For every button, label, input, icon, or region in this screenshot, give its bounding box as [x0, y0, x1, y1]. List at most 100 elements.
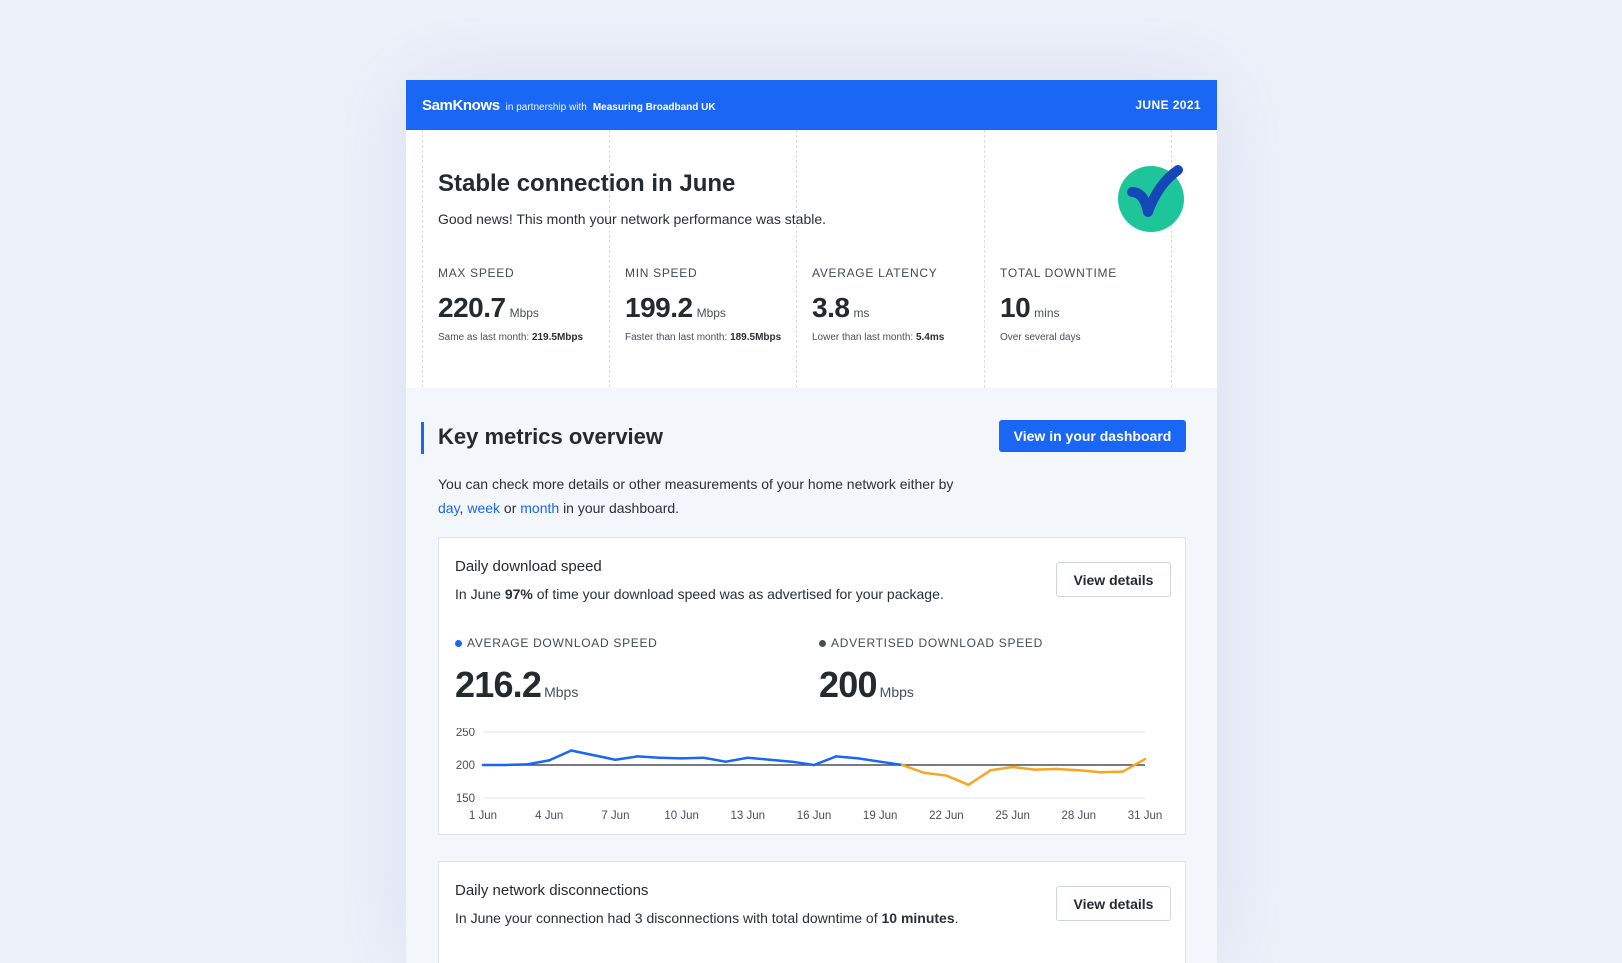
series-segment-average — [923, 771, 948, 777]
comma: , — [459, 500, 468, 516]
y-tick-label: 150 — [456, 793, 475, 805]
x-tick-label: 31 Jun — [1128, 810, 1163, 822]
week-link[interactable]: week — [467, 500, 501, 516]
card-title: Daily download speed — [455, 558, 602, 575]
metric-label: ADVERTISED DOWNLOAD SPEED — [831, 636, 1043, 650]
day-link[interactable]: day — [438, 500, 460, 516]
stat-unit: ms — [853, 306, 870, 320]
x-tick-label: 16 Jun — [797, 810, 832, 822]
stat-label: MIN SPEED — [625, 266, 698, 280]
stat-label: TOTAL DOWNTIME — [1000, 266, 1117, 280]
series-segment-average — [746, 756, 772, 761]
divider — [984, 130, 985, 388]
divider — [1171, 130, 1172, 388]
description-suffix: in your dashboard. — [563, 500, 680, 516]
stat-total-downtime: TOTAL DOWNTIME 10 mins Over several days — [1000, 266, 1170, 343]
stat-note: Same as last month: 219.5Mbps — [438, 332, 608, 343]
stat-value: 3.8 — [812, 292, 850, 323]
email-report: SamKnows in partnership with Measuring B… — [406, 80, 1217, 963]
x-tick-label: 22 Jun — [929, 810, 964, 822]
card-description-text: of time your download speed was as adver… — [532, 586, 944, 602]
stat-note-text: Lower than last month: — [812, 332, 916, 343]
series-segment-average — [1077, 769, 1103, 774]
page-subtitle: Good news! This month your network perfo… — [438, 211, 827, 227]
series-segment-average — [1033, 767, 1058, 771]
section-description: You can check more details or other meas… — [438, 472, 978, 520]
metric-value: 200 — [819, 664, 877, 705]
stat-note-text: Over several days — [1000, 332, 1081, 343]
view-dashboard-button[interactable]: View in your dashboard — [999, 420, 1186, 452]
divider — [609, 130, 610, 388]
average-download-metric: AVERAGE DOWNLOAD SPEED 216.2 Mbps — [455, 636, 658, 706]
series-segment-average — [1011, 765, 1036, 771]
email-header: SamKnows in partnership with Measuring B… — [406, 80, 1217, 130]
card-description-value: 97% — [504, 586, 533, 602]
y-tick-label: 200 — [456, 760, 475, 772]
x-tick-label: 19 Jun — [863, 810, 898, 822]
series-segment-average — [525, 759, 551, 766]
page-title: Stable connection in June — [438, 170, 736, 197]
stat-label: MAX SPEED — [438, 266, 515, 280]
stat-note-value: 5.4ms — [915, 332, 945, 343]
metric-value: 216.2 — [455, 664, 542, 705]
brand: SamKnows in partnership with Measuring B… — [422, 97, 716, 114]
stat-note-text: Same as last month: — [438, 332, 532, 343]
series-segment-average — [856, 757, 882, 763]
stat-note: Faster than last month: 189.5Mbps — [625, 332, 795, 343]
x-tick-label: 13 Jun — [731, 810, 766, 822]
series-segment-average — [945, 774, 970, 787]
card-description: In June your connection had 3 disconnect… — [455, 910, 959, 926]
partner-name: Measuring Broadband UK — [592, 101, 716, 113]
stat-note-value: 189.5Mbps — [730, 332, 782, 343]
series-segment-average — [989, 765, 1014, 772]
series-segment-average — [592, 753, 617, 761]
card-title: Daily network disconnections — [455, 882, 649, 899]
stat-value: 220.7 — [438, 292, 506, 323]
stat-unit: Mbps — [509, 306, 539, 320]
samknows-logo: SamKnows — [422, 96, 500, 114]
download-speed-chart: 150 200 250 1 Jun 4 Jun 7 Jun 10 Jun 13 Jun 16 J… — [456, 728, 1163, 822]
series-segment-average — [834, 755, 860, 760]
series-segment-average — [680, 756, 705, 760]
stat-note: Lower than last month: 5.4ms — [812, 332, 982, 343]
stat-value: 199.2 — [625, 292, 693, 323]
stat-note-value: 219.5Mbps — [531, 332, 584, 343]
stat-unit: Mbps — [696, 306, 726, 320]
series-segment-average — [547, 749, 573, 762]
card-description-text: In June — [455, 586, 505, 602]
view-details-button[interactable]: View details — [1056, 562, 1171, 597]
series-segment-average — [570, 749, 595, 757]
x-tick-label: 1 Jun — [469, 810, 497, 822]
stat-note-text: Faster than last month: — [625, 332, 731, 343]
x-tick-label: 25 Jun — [995, 810, 1030, 822]
section-title: Key metrics overview — [438, 424, 664, 449]
stat-note: Over several days — [1000, 332, 1170, 343]
series-segment-average — [1121, 757, 1147, 773]
month-link[interactable]: month — [520, 500, 560, 516]
series-segment-average — [702, 756, 727, 763]
metric-label: AVERAGE DOWNLOAD SPEED — [467, 636, 658, 650]
legend-dot-average — [455, 639, 462, 647]
summary-panel: Stable connection in June Good news! Thi… — [406, 130, 1217, 388]
metric-unit: Mbps — [544, 684, 579, 700]
series-segment-average — [967, 769, 992, 787]
series-segment-average — [878, 760, 904, 767]
advertised-download-metric: ADVERTISED DOWNLOAD SPEED 200 Mbps — [819, 636, 1043, 706]
card-description-text: . — [954, 910, 959, 926]
series-segment-average — [1055, 767, 1081, 772]
series-segment-average — [614, 755, 639, 761]
y-tick-label: 250 — [456, 728, 475, 739]
x-tick-label: 28 Jun — [1062, 810, 1097, 822]
divider — [422, 130, 423, 388]
series-segment-average — [1099, 770, 1125, 774]
x-tick-label: 10 Jun — [664, 810, 699, 822]
series-segment-average — [724, 756, 750, 763]
view-details-button[interactable]: View details — [1056, 886, 1171, 921]
card-description-value: 10 minutes — [881, 910, 955, 926]
x-tick-label: 7 Jun — [601, 810, 629, 822]
disconnections-card: Daily network disconnections In June you… — [438, 861, 1186, 963]
stat-label: AVERAGE LATENCY — [812, 266, 938, 280]
card-description: In June 97% of time your download speed … — [455, 586, 944, 602]
stat-unit: mins — [1034, 306, 1060, 320]
card-description-text: In June your connection had 3 disconnect… — [455, 910, 882, 926]
